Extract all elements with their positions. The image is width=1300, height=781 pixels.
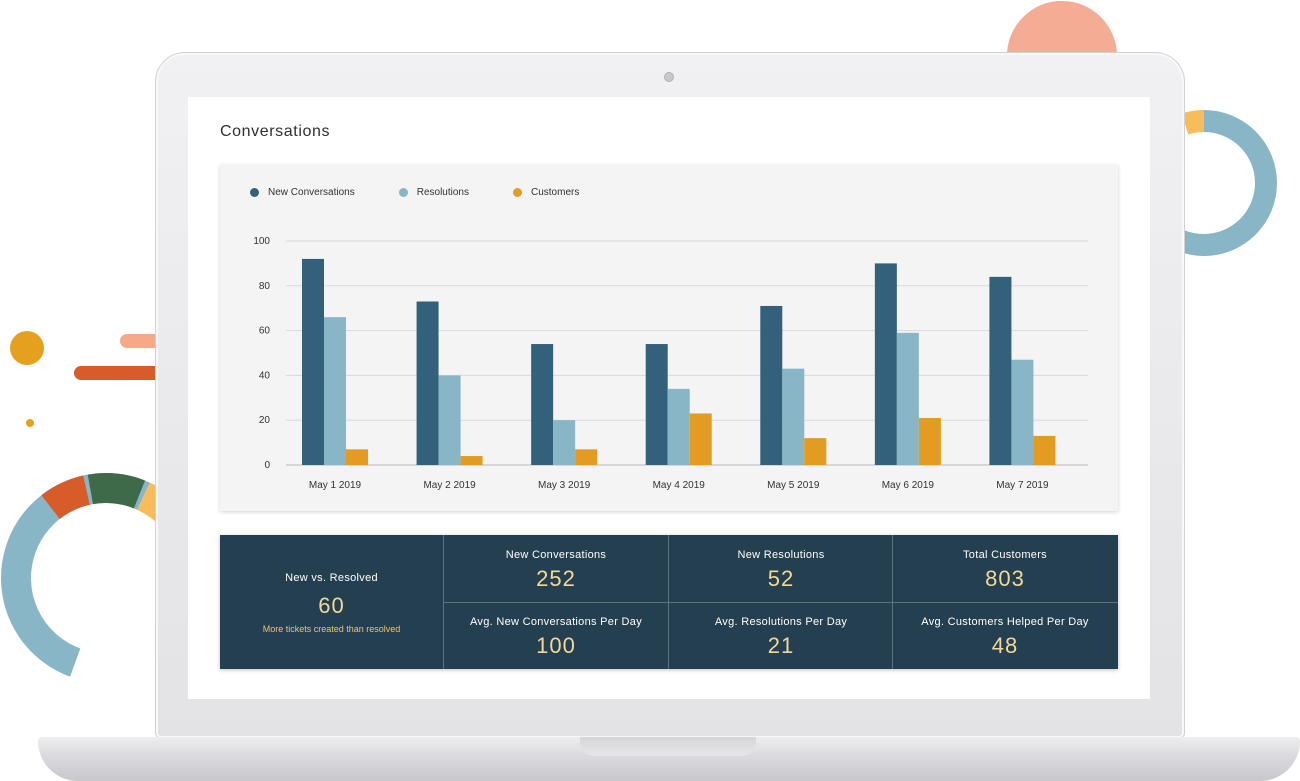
page-title: Conversations (220, 123, 331, 140)
stats-divider (444, 602, 1118, 603)
stat-avg-customers-helped: Avg. Customers Helped Per Day 48 (892, 602, 1117, 669)
stat-new-resolutions: New Resolutions 52 (668, 535, 893, 602)
stat-value: 100 (536, 633, 576, 658)
bar (896, 332, 919, 465)
stat-label: Avg. Resolutions Per Day (714, 616, 848, 628)
stat-avg-new-conversations: Avg. New Conversations Per Day 100 (443, 602, 668, 669)
stat-label: New Resolutions (737, 549, 825, 561)
stat-value: 60 (318, 593, 345, 618)
stat-total-customers: Total Customers 803 (892, 535, 1117, 602)
dashboard-screen: Conversations 0 20 40 60 80 100 May 1 2019 May … (188, 97, 1150, 699)
bar (346, 449, 368, 465)
legend-dot-icon (512, 188, 522, 197)
bar (760, 305, 783, 465)
y-tick-label: 60 (259, 326, 271, 337)
stat-label: Total Customers (963, 549, 1047, 561)
x-tick-label: May 1 2019 (309, 480, 362, 491)
stat-value: 48 (991, 633, 1019, 658)
bar (575, 449, 598, 465)
y-tick-label: 100 (253, 236, 270, 247)
bar (989, 276, 1012, 465)
stat-value: 52 (767, 566, 795, 591)
y-tick-label: 80 (259, 281, 271, 292)
stat-label: New Conversations (505, 549, 607, 561)
x-tick-label: May 6 2019 (882, 480, 935, 491)
stats-panel: New vs. Resolved 60 More tickets created… (220, 535, 1118, 669)
bar (689, 413, 712, 465)
legend-item-customers[interactable]: Customers (512, 187, 580, 198)
bar-chart: 0 20 40 60 80 100 May 1 2019 May 2 2019 May 3 20… (253, 236, 1088, 491)
bar (1033, 435, 1056, 465)
bar (416, 301, 439, 465)
stat-new-conversations: New Conversations 252 (443, 535, 668, 602)
camera-icon (664, 72, 674, 82)
stat-label: Avg. Customers Helped Per Day (921, 616, 1089, 628)
y-tick-label: 40 (259, 370, 271, 381)
x-tick-label: May 5 2019 (767, 480, 820, 491)
stat-new-vs-resolved: New vs. Resolved 60 More tickets created… (220, 535, 444, 669)
stat-note: More tickets created than resolved (262, 624, 401, 634)
bar (645, 344, 668, 465)
decor-donut-left-icon (1, 473, 160, 683)
decor-pill-orange-icon (74, 366, 162, 380)
stat-value: 21 (767, 633, 795, 658)
decor-dot-large-icon (10, 331, 44, 365)
bar (553, 420, 576, 465)
legend-item-new-conversations[interactable]: New Conversations (250, 187, 355, 198)
bar (1011, 359, 1034, 465)
y-tick-label: 20 (259, 415, 271, 426)
legend-dot-icon (398, 188, 408, 197)
bar (302, 258, 324, 465)
legend-label: New Conversations (268, 187, 355, 198)
x-tick-label: May 4 2019 (653, 480, 706, 491)
stat-value: 252 (536, 566, 576, 591)
legend-label: Customers (530, 187, 580, 198)
bar (438, 375, 461, 465)
bar (531, 344, 554, 465)
stat-label: New vs. Resolved (285, 572, 378, 584)
stat-value: 803 (985, 566, 1025, 591)
bar (324, 317, 346, 465)
legend-item-resolutions[interactable]: Resolutions (398, 187, 469, 198)
bar (918, 417, 941, 465)
x-tick-label: May 3 2019 (538, 480, 591, 491)
bar (667, 388, 690, 465)
x-tick-label: May 7 2019 (996, 480, 1049, 491)
chart-legend: New Conversations Resolutions Customers (250, 187, 623, 198)
stat-avg-resolutions: Avg. Resolutions Per Day 21 (668, 602, 893, 669)
bar (460, 456, 483, 465)
bar (804, 438, 827, 465)
decor-dot-small-icon (26, 419, 34, 427)
stat-label: Avg. New Conversations Per Day (469, 616, 643, 628)
x-tick-label: May 2 2019 (423, 480, 476, 491)
bar (874, 263, 897, 465)
bar (782, 368, 805, 465)
legend-dot-icon (250, 188, 259, 197)
laptop-notch (580, 737, 756, 756)
legend-label: Resolutions (416, 187, 469, 198)
chart-card: 0 20 40 60 80 100 May 1 2019 May 2 2019 May 3 20… (220, 165, 1118, 511)
y-tick-label: 0 (264, 460, 270, 471)
